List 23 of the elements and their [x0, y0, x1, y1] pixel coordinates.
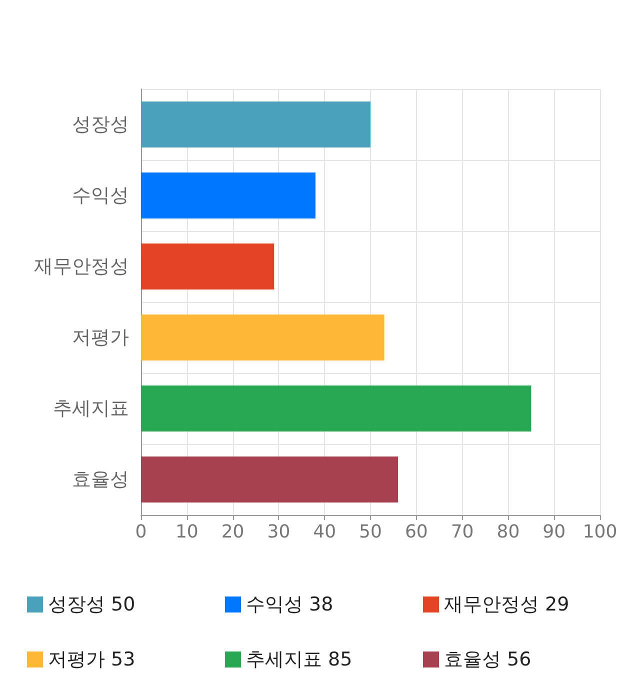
- y-tick-label: 성장성: [72, 114, 129, 136]
- y-tick-label: 재무안정성: [34, 256, 129, 278]
- legend-label: 재무안정성 29: [444, 594, 570, 616]
- y-tick-label: 수익성: [72, 184, 129, 206]
- y-tick-label: 추세지표: [53, 398, 129, 420]
- x-tick-label: 90: [542, 522, 566, 542]
- x-tick-label: 100: [582, 522, 618, 542]
- legend-label: 추세지표 85: [246, 648, 352, 670]
- legend-label: 수익성 38: [246, 594, 334, 616]
- x-tick-label: 30: [267, 522, 290, 542]
- y-tick-label: 효율성: [72, 468, 129, 490]
- x-tick-label: 40: [313, 522, 336, 542]
- legend-label: 성장성 50: [48, 594, 136, 616]
- x-tick-label: 60: [404, 522, 428, 542]
- x-tick-label: 10: [175, 522, 198, 542]
- x-tick-label: 0: [135, 522, 147, 542]
- x-tick-label: 20: [221, 522, 244, 542]
- x-tick-label: 70: [450, 522, 474, 542]
- y-tick-label: 저평가: [72, 326, 129, 348]
- x-tick-label: 80: [496, 522, 520, 542]
- x-tick-label: 50: [359, 522, 382, 542]
- legend-label: 저평가 53: [48, 648, 136, 670]
- legend-label: 효율성 56: [444, 648, 532, 670]
